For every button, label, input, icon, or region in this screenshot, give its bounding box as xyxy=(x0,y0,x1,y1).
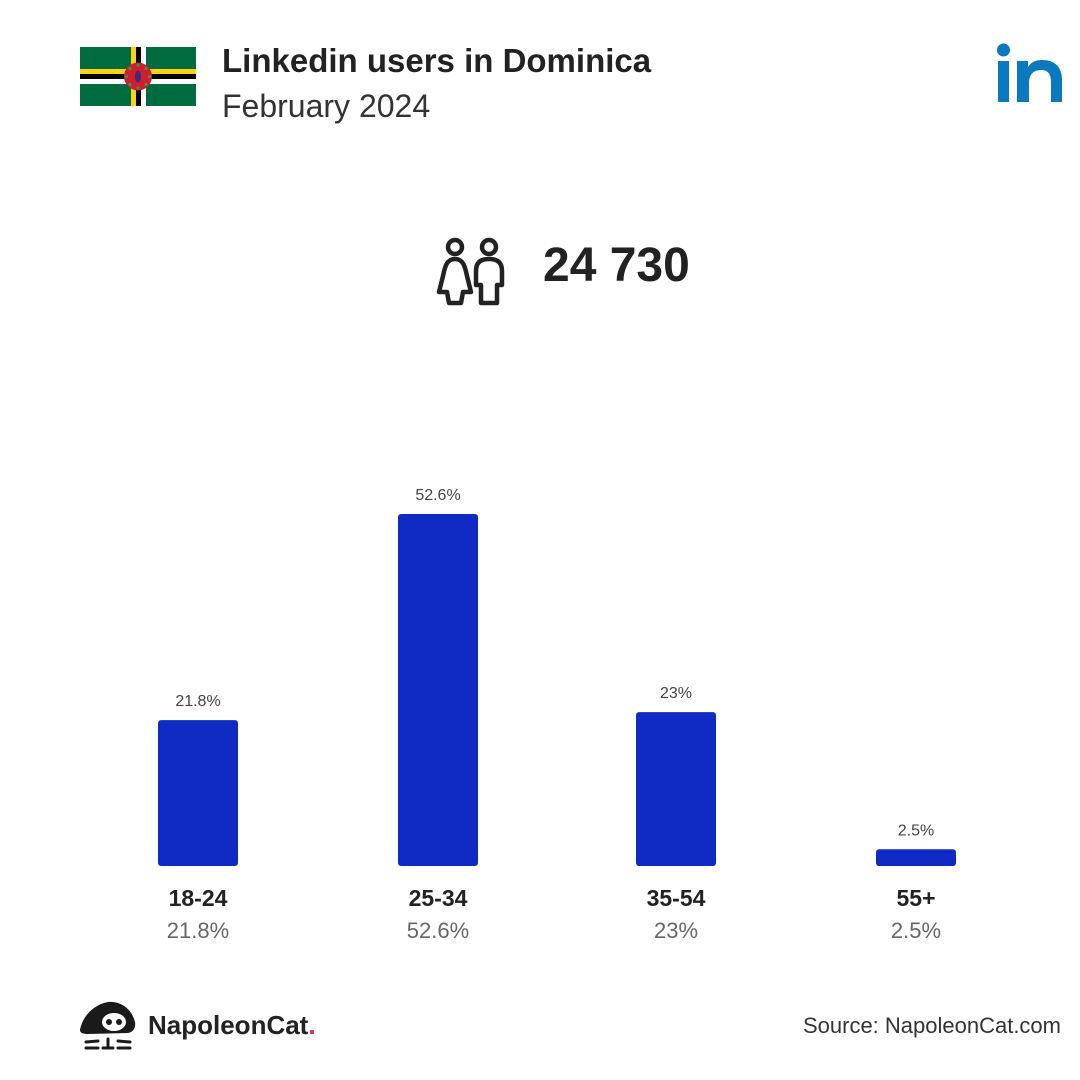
bar-value-label: 23% xyxy=(660,685,692,702)
category-percent-label: 2.5% xyxy=(891,918,941,943)
category-label: 55+ xyxy=(896,885,935,911)
bar-value-label: 21.8% xyxy=(175,693,220,710)
category-label: 25-34 xyxy=(409,885,468,911)
dominica-flag-icon xyxy=(80,47,196,106)
bar-18-24 xyxy=(158,720,238,866)
napoleoncat-logo-icon xyxy=(80,1001,136,1050)
total-users-value: 24 730 xyxy=(543,239,690,292)
category-percent-label: 21.8% xyxy=(167,918,229,943)
source-note: Source: NapoleonCat.com xyxy=(802,1013,1061,1038)
page-subtitle: February 2024 xyxy=(222,88,431,124)
bar-value-label: 52.6% xyxy=(415,487,460,504)
bar-25-34 xyxy=(398,514,478,866)
brand-name: NapoleonCat. xyxy=(148,1010,316,1040)
linkedin-logo-icon xyxy=(997,43,1062,102)
category-label: 35-54 xyxy=(647,885,706,911)
bar-55+ xyxy=(876,849,956,866)
page-title: Linkedin users in Dominica xyxy=(222,42,652,79)
bar-35-54 xyxy=(636,712,716,866)
brand-dot: . xyxy=(308,1010,316,1040)
users-icon xyxy=(436,237,505,306)
category-label: 18-24 xyxy=(169,885,228,911)
bar-value-label: 2.5% xyxy=(898,822,934,839)
category-percent-label: 52.6% xyxy=(407,918,469,943)
category-percent-label: 23% xyxy=(654,918,698,943)
